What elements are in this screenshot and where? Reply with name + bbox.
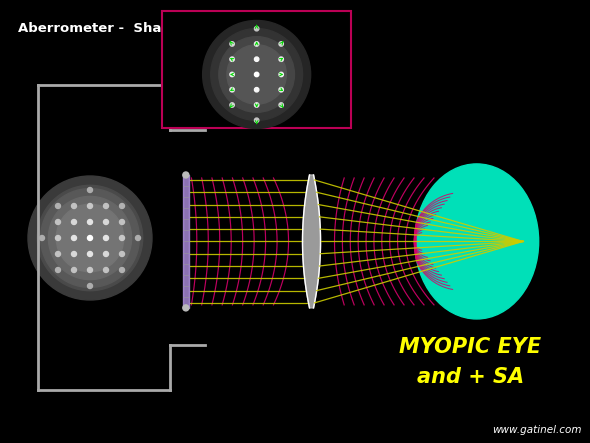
- Circle shape: [230, 103, 234, 107]
- Circle shape: [254, 88, 259, 92]
- Circle shape: [120, 268, 124, 272]
- Circle shape: [219, 37, 294, 112]
- Circle shape: [279, 57, 283, 62]
- Circle shape: [37, 185, 143, 291]
- Circle shape: [254, 42, 259, 46]
- Circle shape: [71, 268, 77, 272]
- Circle shape: [254, 27, 259, 31]
- Bar: [162, 11, 351, 128]
- Circle shape: [28, 176, 152, 300]
- Circle shape: [87, 236, 93, 241]
- Circle shape: [183, 305, 189, 311]
- Circle shape: [55, 219, 61, 225]
- Circle shape: [56, 204, 124, 272]
- Circle shape: [103, 236, 109, 241]
- Circle shape: [120, 252, 124, 256]
- Circle shape: [230, 42, 234, 46]
- Circle shape: [230, 57, 234, 62]
- Circle shape: [41, 189, 139, 288]
- Circle shape: [103, 219, 109, 225]
- Circle shape: [103, 203, 109, 209]
- Circle shape: [55, 268, 61, 272]
- Circle shape: [230, 72, 234, 77]
- Circle shape: [202, 20, 311, 128]
- Circle shape: [230, 88, 234, 92]
- Circle shape: [120, 219, 124, 225]
- Bar: [183, 175, 189, 308]
- Circle shape: [71, 252, 77, 256]
- Circle shape: [103, 268, 109, 272]
- Circle shape: [183, 172, 189, 178]
- Circle shape: [48, 196, 132, 280]
- Circle shape: [120, 203, 124, 209]
- Circle shape: [87, 284, 93, 288]
- Circle shape: [136, 236, 140, 241]
- Circle shape: [254, 118, 259, 122]
- Text: MYOPIC EYE: MYOPIC EYE: [399, 337, 542, 357]
- Circle shape: [40, 236, 44, 241]
- Circle shape: [120, 236, 124, 241]
- Circle shape: [87, 252, 93, 256]
- Circle shape: [211, 28, 303, 120]
- Circle shape: [279, 72, 283, 77]
- Ellipse shape: [415, 164, 539, 319]
- Circle shape: [227, 45, 286, 104]
- Circle shape: [279, 103, 283, 107]
- Circle shape: [87, 219, 93, 225]
- Circle shape: [87, 187, 93, 193]
- Circle shape: [279, 88, 283, 92]
- Polygon shape: [303, 175, 320, 308]
- Text: and + SA: and + SA: [417, 367, 524, 387]
- Circle shape: [71, 236, 77, 241]
- Circle shape: [254, 72, 259, 77]
- Circle shape: [254, 103, 259, 107]
- Circle shape: [71, 219, 77, 225]
- Circle shape: [254, 57, 259, 62]
- Circle shape: [87, 268, 93, 272]
- Circle shape: [55, 252, 61, 256]
- Circle shape: [279, 42, 283, 46]
- Text: www.gatinel.com: www.gatinel.com: [493, 425, 582, 435]
- Text: Aberrometer -  Shack Hartmann type: Aberrometer - Shack Hartmann type: [18, 22, 295, 35]
- Circle shape: [55, 203, 61, 209]
- Circle shape: [103, 252, 109, 256]
- Circle shape: [55, 236, 61, 241]
- Circle shape: [87, 203, 93, 209]
- Circle shape: [71, 203, 77, 209]
